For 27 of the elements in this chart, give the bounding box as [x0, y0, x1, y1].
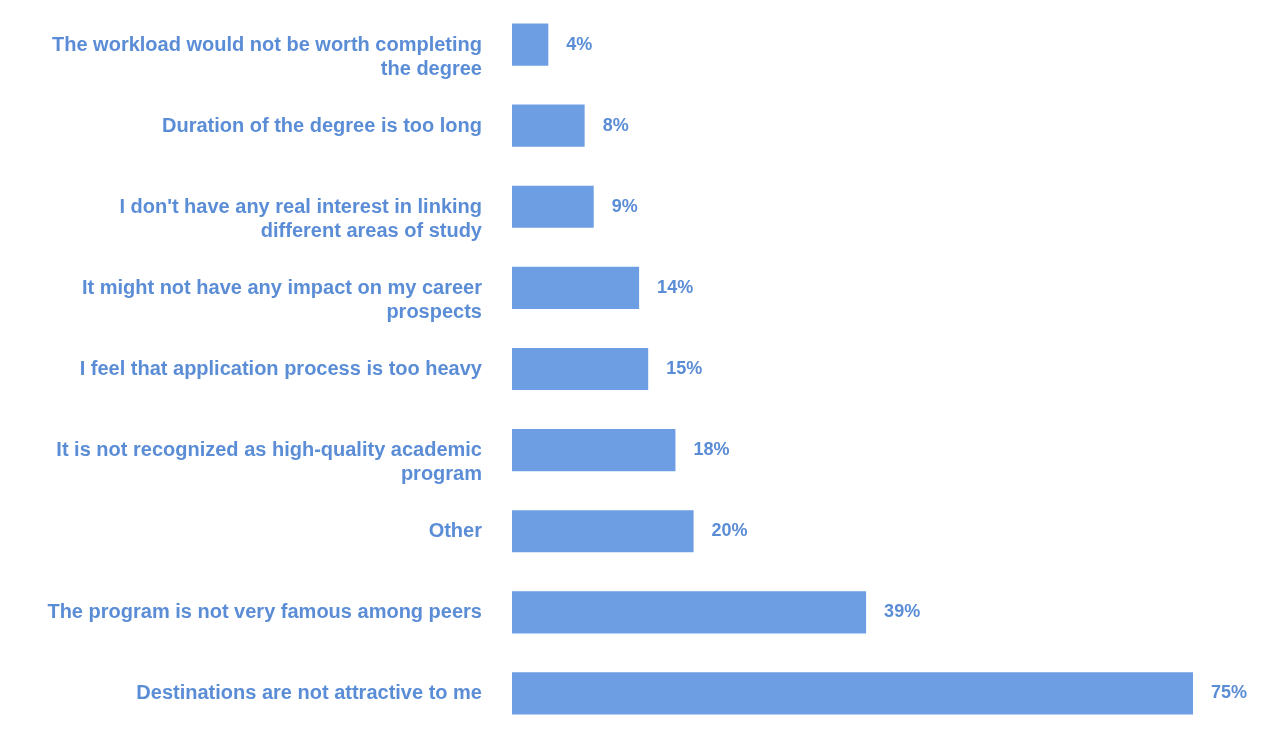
bar: [512, 266, 640, 309]
y-tick-label: Other: [428, 519, 483, 542]
data-label: 4%: [566, 33, 593, 54]
y-tick-label: I feel that application process is too heavy: [79, 357, 483, 379]
data-label: 14%: [657, 276, 694, 297]
bar: [512, 104, 585, 147]
data-label: 15%: [666, 358, 703, 378]
y-tick-label: Duration of the degree is too long: [162, 113, 482, 136]
y-tick-label: Destinations are not attractive to me: [136, 681, 482, 704]
y-tick-label: It might not have any impact on my career prospects: [81, 275, 483, 322]
y-tick-label: The program is not very famous among peers: [47, 600, 482, 623]
data-label: 8%: [602, 114, 629, 135]
data-label: 18%: [693, 439, 730, 460]
data-label: 75%: [1211, 682, 1248, 703]
bar: [512, 185, 594, 228]
data-label: 9%: [611, 195, 638, 216]
y-tick-label: It is not recognized as high-quality academic program: [56, 438, 482, 485]
bar: [512, 23, 549, 66]
data-label: 39%: [884, 601, 921, 622]
bar: [512, 672, 1193, 715]
bar: [512, 510, 694, 553]
bar: [512, 429, 676, 472]
y-tick-label: The workload would not be worth completing the degree: [52, 32, 482, 79]
bar: [512, 347, 649, 391]
y-tick-label: I don't have any real interest in linking different areas of study: [119, 194, 483, 241]
data-label: 20%: [711, 520, 748, 541]
bar: [512, 591, 867, 634]
